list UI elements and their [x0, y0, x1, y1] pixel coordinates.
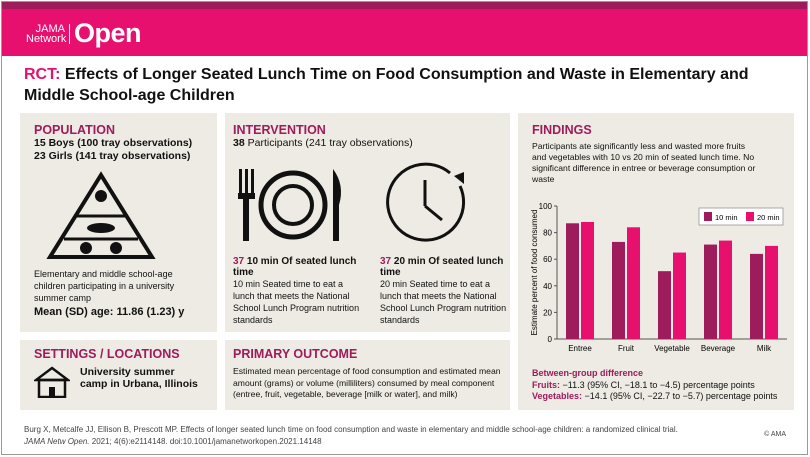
jama-logo: JAMA Network Open [26, 18, 142, 49]
y-tick-label: 100 [539, 202, 553, 211]
legend-label: 10 min [715, 213, 738, 222]
x-tick-label: Beverage [701, 344, 736, 353]
food-pyramid-icon [46, 171, 156, 259]
title-text: Effects of Longer Seated Lunch Time on F… [24, 66, 749, 104]
bar-beverage-20min [719, 240, 732, 339]
settings-text: University summer camp in Urbana, Illino… [80, 366, 198, 390]
legend [698, 207, 784, 226]
bar-milk-20min [765, 245, 778, 339]
fruits-text: −11.3 (95% CI, −18.1 to −4.5) percentage… [562, 379, 755, 390]
y-tick-label: 0 [548, 335, 553, 344]
fruits-label: Fruits: [532, 379, 560, 390]
bar-beverage-10min [704, 244, 717, 339]
bar-vegetable-20min [673, 252, 686, 339]
population-desc: Elementary and middle school-age childre… [34, 269, 175, 303]
bar-entree-10min [566, 223, 579, 339]
bar-entree-20min [581, 221, 594, 339]
veg-text: −14.1 (95% CI, −22.7 to −5.7) percentage… [584, 391, 778, 401]
outcome-heading: PRIMARY OUTCOME [233, 347, 358, 361]
arm-label: 20 min Of seated lunch time [380, 256, 504, 278]
journal: JAMA Netw Open. [24, 437, 90, 446]
citation-text: Burg X, Metcalfe JJ, Ellison B, Prescott… [24, 425, 678, 434]
veg-label: Vegetables: [532, 391, 583, 401]
citation-ref: 2021; 4(6):e2114148. doi:10.1001/jamanet… [89, 437, 322, 446]
legend-swatch [704, 212, 712, 221]
bar-vegetable-10min [658, 271, 671, 339]
arm-n: 37 [233, 256, 245, 267]
legend-swatch [746, 212, 754, 221]
findings-heading: FINDINGS [532, 123, 592, 137]
arm-20min: 37 20 min Of seated lunch time 20 min Se… [380, 256, 510, 326]
mean-age: Mean (SD) age: 11.86 (1.23) y [34, 306, 185, 318]
copyright: © AMA [764, 431, 786, 438]
header: JAMA Network Open [2, 9, 807, 56]
plate-cutlery-icon [238, 169, 341, 241]
bar-fruit-10min [612, 241, 625, 339]
school-icon [34, 366, 70, 398]
logo-big: Open [74, 18, 142, 48]
settings-heading: SETTINGS / LOCATIONS [34, 347, 180, 361]
bar-fruit-20min [627, 227, 640, 339]
boys: 15 Boys (100 tray observations) [34, 137, 193, 149]
logo-small: JAMA Network [26, 23, 70, 44]
citation: Burg X, Metcalfe JJ, Ellison B, Prescott… [24, 424, 678, 448]
page-title: RCT: Effects of Longer Seated Lunch Time… [24, 64, 794, 106]
title-tag: RCT: [24, 66, 61, 83]
arm-desc: 20 min Seated time to eat a lunch that m… [380, 279, 507, 325]
participants-text: Participants (241 tray observations) [247, 137, 413, 149]
outcome-panel: PRIMARY OUTCOME Estimated mean percentag… [225, 340, 510, 410]
clock-icon [386, 162, 466, 242]
findings-panel: FINDINGS Participants ate significantly … [518, 113, 794, 410]
legend-label: 20 min [757, 213, 780, 222]
top-strip [2, 2, 807, 9]
intervention-heading: INTERVENTION [233, 123, 326, 137]
bar-milk-10min [750, 253, 763, 339]
arm-label: 10 min Of seated lunch time [233, 256, 357, 278]
participants-num: 38 [233, 137, 245, 149]
arm-n: 37 [380, 256, 392, 267]
population-panel: POPULATION 15 Boys (100 tray observation… [20, 113, 217, 332]
y-axis-label: Estimate percent of food consumed [530, 210, 539, 336]
x-tick-label: Milk [757, 344, 772, 353]
diff-heading: Between-group difference [532, 368, 644, 378]
findings-text: Participants ate significantly less and … [532, 141, 756, 184]
intervention-panel: INTERVENTION 38 Participants (241 tray o… [225, 113, 510, 332]
settings-panel: SETTINGS / LOCATIONS University summer c… [20, 340, 217, 410]
arm-desc: 10 min Seated time to eat a lunch that m… [233, 279, 360, 325]
x-tick-label: Vegetable [654, 344, 690, 353]
x-tick-label: Entree [568, 344, 592, 353]
y-tick-label: 80 [543, 229, 552, 238]
arm-10min: 37 10 min Of seated lunch time 10 min Se… [233, 256, 365, 326]
y-tick-label: 40 [543, 282, 552, 291]
population-heading: POPULATION [34, 123, 116, 137]
girls: 23 Girls (141 tray observations) [34, 150, 191, 162]
x-tick-label: Fruit [618, 344, 635, 353]
outcome-text: Estimated mean percentage of food consum… [233, 366, 501, 399]
y-tick-label: 20 [543, 308, 552, 317]
y-tick-label: 60 [543, 255, 552, 264]
